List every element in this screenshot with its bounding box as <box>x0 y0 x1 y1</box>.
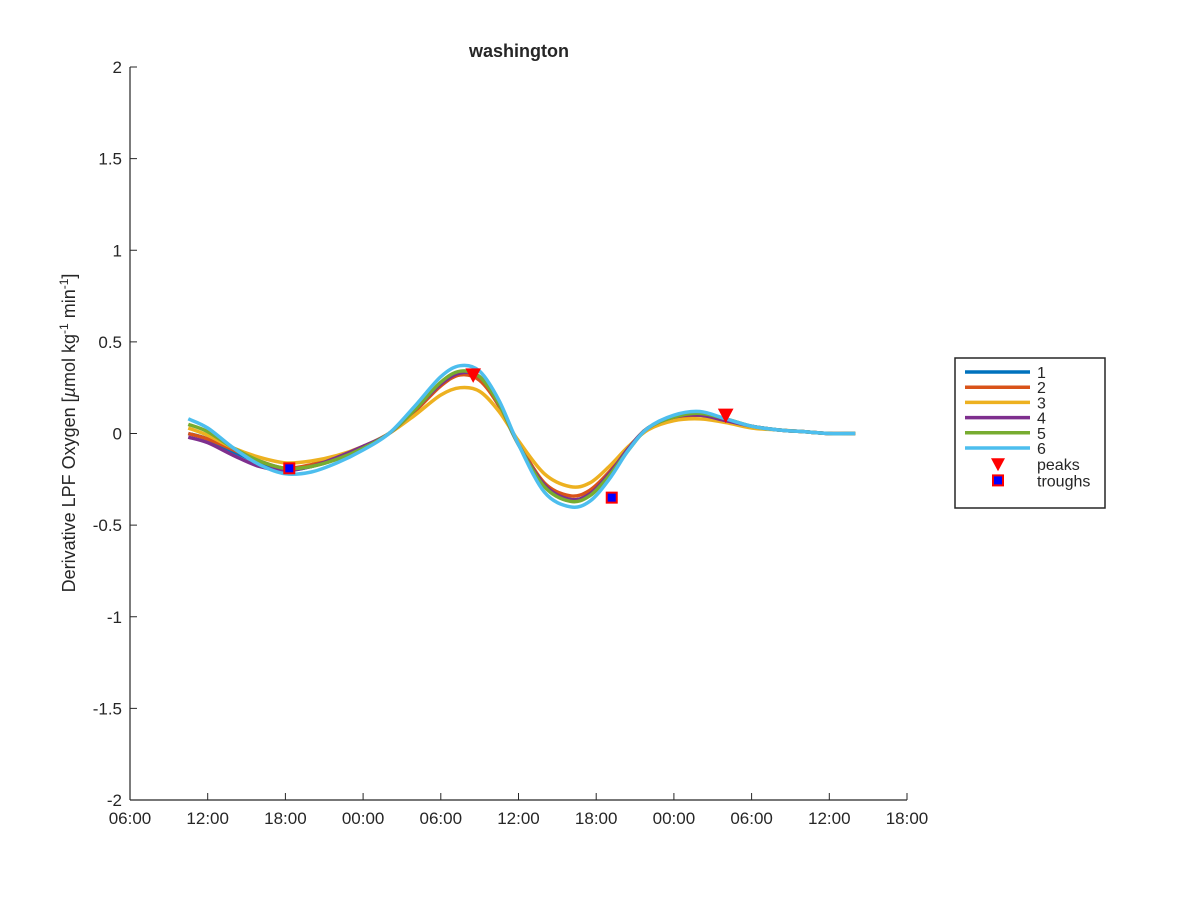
x-tick-label: 00:00 <box>653 809 696 828</box>
axes-layer: 06:00 12:00 18:00 00:00 06:00 12:00 18:00 00:00… <box>93 58 929 828</box>
x-tick-label: 12:00 <box>186 809 229 828</box>
x-tick-label: 06:00 <box>420 809 463 828</box>
trough-marker <box>283 462 296 475</box>
y-tick-label: -2 <box>107 791 122 810</box>
trough-marker <box>605 491 618 504</box>
y-tick-label: 1.5 <box>98 150 122 169</box>
x-tick-label: 18:00 <box>575 809 618 828</box>
x-tick-label: 18:00 <box>886 809 929 828</box>
legend-label-troughs: troughs <box>1037 473 1090 490</box>
y-label-unit: min <box>59 289 79 323</box>
y-label-exp: -1 <box>57 323 71 334</box>
legend-label-5: 5 <box>1037 426 1046 443</box>
y-axis-label: Derivative LPF Oxygen [µmol kg-1 min-1] <box>57 274 79 593</box>
peak-marker <box>465 368 482 383</box>
y-tick-label: -0.5 <box>93 516 122 535</box>
y-label-unit: mol kg <box>59 334 79 387</box>
y-tick-label: 0 <box>113 425 122 444</box>
y-tick-label: -1.5 <box>93 699 122 718</box>
legend-label-4: 4 <box>1037 411 1046 428</box>
legend-label-6: 6 <box>1037 441 1046 458</box>
x-tick-label: 12:00 <box>808 809 851 828</box>
y-tick-label: 2 <box>113 58 122 77</box>
legend-label-1: 1 <box>1037 365 1046 382</box>
series-layer <box>187 363 856 509</box>
x-tick-label: 00:00 <box>342 809 385 828</box>
series-line-6 <box>187 363 856 509</box>
y-tick-label: 1 <box>113 241 122 260</box>
legend-label-2: 2 <box>1037 380 1046 397</box>
legend-peak-marker <box>991 458 1005 472</box>
x-tick-label: 18:00 <box>264 809 307 828</box>
y-label-text: Derivative LPF Oxygen [ <box>59 397 79 592</box>
x-tick-label: 12:00 <box>497 809 540 828</box>
legend-label-3: 3 <box>1037 395 1046 412</box>
y-label-mu: µ <box>59 387 79 398</box>
y-label-bracket: ] <box>59 274 79 279</box>
x-tick-label: 06:00 <box>730 809 773 828</box>
marker-layer <box>283 368 734 504</box>
x-tick-label: 06:00 <box>109 809 152 828</box>
y-label-exp: -1 <box>57 278 71 289</box>
peak-marker <box>717 408 734 424</box>
legend-trough-marker <box>992 474 1004 487</box>
chart-title: washington <box>468 41 569 61</box>
legend-label-peaks: peaks <box>1037 457 1080 474</box>
y-tick-label: -1 <box>107 608 122 627</box>
y-tick-label: 0.5 <box>98 333 122 352</box>
